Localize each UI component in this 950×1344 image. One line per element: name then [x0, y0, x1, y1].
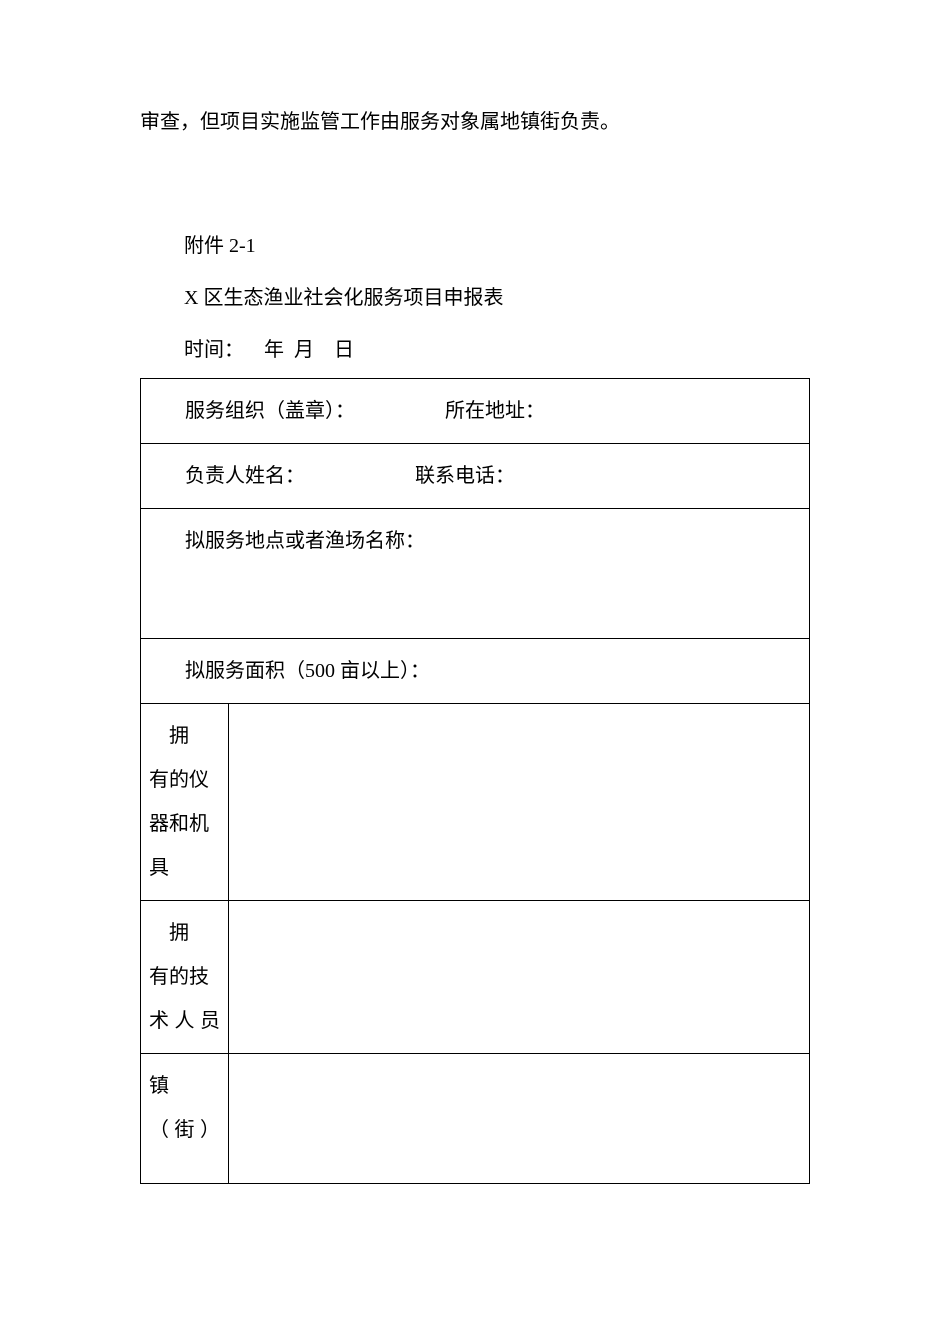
person-phone-row: 负责人姓名： 联系电话： — [141, 444, 810, 509]
form-title: X 区生态渔业社会化服务项目申报表 — [140, 276, 810, 320]
table-row: 拟服务地点或者渔场名称： — [141, 509, 810, 639]
town-label: 镇（街） — [149, 1064, 220, 1152]
town-content-cell — [229, 1054, 810, 1184]
table-row: 服务组织（盖章）： 所在地址： — [141, 379, 810, 444]
service-location-row: 拟服务地点或者渔场名称： — [141, 509, 810, 639]
application-form-table: 服务组织（盖章）： 所在地址： 负责人姓名： 联系电话： 拟服务地点或者渔场名称… — [140, 378, 810, 1184]
personnel-content-cell — [229, 901, 810, 1054]
service-location-label: 拟服务地点或者渔场名称： — [185, 530, 425, 552]
table-row: 拥有的仪器和机具 — [141, 704, 810, 901]
town-label-cell: 镇（街） — [141, 1054, 229, 1184]
org-address-row: 服务组织（盖章）： 所在地址： — [141, 379, 810, 444]
address-label: 所在地址： — [445, 400, 545, 422]
personnel-label-cell: 拥有的技术人员 — [141, 901, 229, 1054]
date-month-label: 月 — [294, 339, 314, 361]
date-year-label: 年 — [264, 339, 284, 361]
phone-label: 联系电话： — [415, 465, 515, 487]
table-row: 拥有的技术人员 — [141, 901, 810, 1054]
service-org-label: 服务组织（盖章）： — [185, 400, 355, 422]
service-area-label: 拟服务面积（500 亩以上）： — [185, 660, 430, 682]
table-row: 镇（街） — [141, 1054, 810, 1184]
equipment-content-cell — [229, 704, 810, 901]
service-area-row: 拟服务面积（500 亩以上）： — [141, 639, 810, 704]
equipment-label-cell: 拥有的仪器和机具 — [141, 704, 229, 901]
table-row: 拟服务面积（500 亩以上）： — [141, 639, 810, 704]
attachment-label: 附件 2-1 — [140, 224, 810, 268]
equipment-label: 拥有的仪器和机具 — [149, 714, 220, 890]
date-day-label: 日 — [334, 339, 354, 361]
date-prefix: 时间： — [184, 339, 244, 361]
date-line: 时间： 年 月 日 — [140, 328, 810, 372]
personnel-label: 拥有的技术人员 — [149, 911, 220, 1043]
person-name-label: 负责人姓名： — [185, 465, 305, 487]
table-row: 负责人姓名： 联系电话： — [141, 444, 810, 509]
intro-paragraph: 审查，但项目实施监管工作由服务对象属地镇街负责。 — [140, 100, 810, 144]
